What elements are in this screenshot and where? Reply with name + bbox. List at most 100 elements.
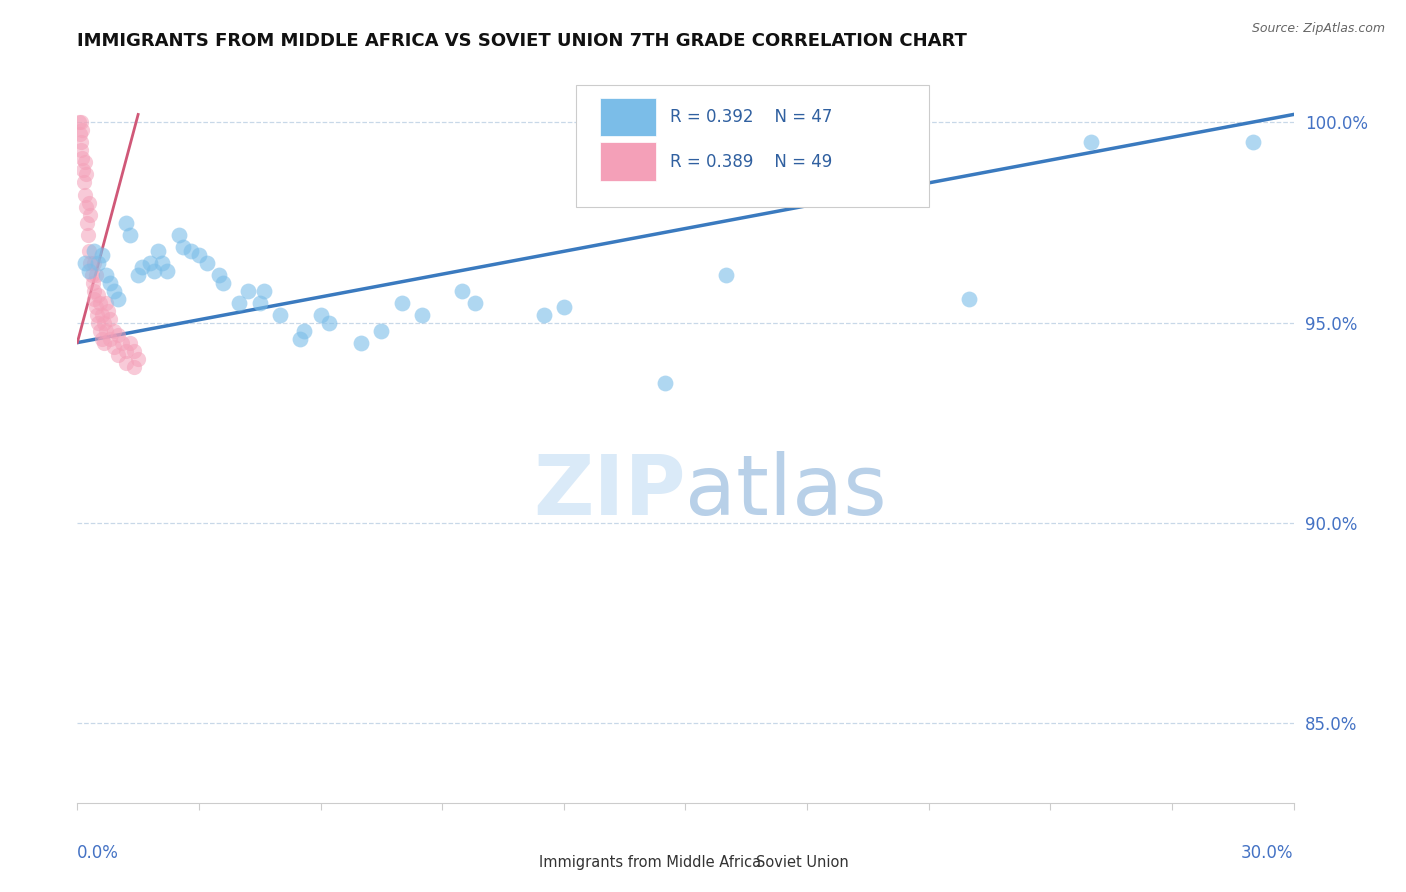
Point <box>212 276 235 290</box>
Point <box>143 263 166 277</box>
Point <box>70 115 93 129</box>
Point <box>70 123 93 137</box>
Point <box>79 263 101 277</box>
FancyBboxPatch shape <box>710 852 748 873</box>
Point <box>290 332 312 346</box>
Point <box>107 327 129 342</box>
Point <box>155 263 177 277</box>
Point <box>115 343 138 358</box>
Point <box>188 247 211 261</box>
Point <box>115 355 138 369</box>
Point <box>180 244 202 258</box>
Point <box>83 284 105 298</box>
Text: R = 0.389    N = 49: R = 0.389 N = 49 <box>669 153 832 170</box>
Point <box>350 335 373 350</box>
Text: ZIP: ZIP <box>533 451 686 533</box>
Point <box>236 284 259 298</box>
Point <box>82 276 104 290</box>
Point <box>80 268 103 282</box>
Point <box>127 351 149 366</box>
Point <box>464 295 486 310</box>
Text: IMMIGRANTS FROM MIDDLE AFRICA VS SOVIET UNION 7TH GRADE CORRELATION CHART: IMMIGRANTS FROM MIDDLE AFRICA VS SOVIET … <box>77 32 967 50</box>
Point <box>93 316 115 330</box>
Point <box>152 255 174 269</box>
Point <box>111 335 134 350</box>
Point <box>76 215 98 229</box>
Point <box>67 115 90 129</box>
Point <box>75 255 97 269</box>
Point <box>1241 136 1264 150</box>
Point <box>75 155 97 169</box>
Point <box>122 343 145 358</box>
Point <box>98 311 121 326</box>
Point <box>89 324 111 338</box>
Text: R = 0.392    N = 47: R = 0.392 N = 47 <box>669 108 832 127</box>
Point <box>451 284 474 298</box>
Point <box>118 227 141 242</box>
Point <box>72 163 94 178</box>
Point <box>97 303 120 318</box>
Point <box>86 255 108 269</box>
FancyBboxPatch shape <box>600 143 657 181</box>
Point <box>69 136 91 150</box>
Point <box>83 255 105 269</box>
FancyBboxPatch shape <box>600 98 657 136</box>
Point <box>118 335 141 350</box>
Point <box>84 268 107 282</box>
Point <box>148 244 170 258</box>
Point <box>89 295 111 310</box>
Point <box>249 295 271 310</box>
Point <box>654 376 676 390</box>
Text: Source: ZipAtlas.com: Source: ZipAtlas.com <box>1251 22 1385 36</box>
Point <box>208 268 231 282</box>
Point <box>94 268 117 282</box>
FancyBboxPatch shape <box>576 85 929 207</box>
Point <box>94 295 117 310</box>
Point <box>103 324 125 338</box>
Text: 0.0%: 0.0% <box>77 844 120 862</box>
Point <box>70 152 93 166</box>
Point <box>131 260 153 274</box>
Point <box>309 308 332 322</box>
Point <box>122 359 145 374</box>
Point <box>115 215 138 229</box>
FancyBboxPatch shape <box>495 852 533 873</box>
Point <box>103 284 125 298</box>
Point <box>553 300 575 314</box>
Point <box>714 268 737 282</box>
Point <box>172 239 194 253</box>
Point <box>269 308 291 322</box>
Point <box>77 227 100 242</box>
Point <box>98 276 121 290</box>
Point <box>98 332 121 346</box>
Point <box>86 308 108 322</box>
Point <box>391 295 413 310</box>
Point <box>90 332 112 346</box>
Point <box>292 324 315 338</box>
Point <box>75 187 97 202</box>
Point <box>84 300 107 314</box>
Point <box>73 176 96 190</box>
Point <box>318 316 340 330</box>
Point <box>79 195 101 210</box>
Point <box>107 348 129 362</box>
Point <box>103 340 125 354</box>
Point <box>75 168 97 182</box>
Point <box>79 255 101 269</box>
Point <box>83 244 105 258</box>
Point <box>93 335 115 350</box>
Point <box>86 316 108 330</box>
Point <box>90 308 112 322</box>
Point <box>83 292 105 306</box>
Point <box>195 255 218 269</box>
Text: Immigrants from Middle Africa: Immigrants from Middle Africa <box>540 855 762 870</box>
Point <box>86 287 108 301</box>
Point <box>139 255 162 269</box>
Text: Soviet Union: Soviet Union <box>756 855 849 870</box>
Point <box>90 247 112 261</box>
Text: atlas: atlas <box>686 451 887 533</box>
Point <box>533 308 555 322</box>
Point <box>957 292 980 306</box>
Point <box>228 295 250 310</box>
Point <box>411 308 433 322</box>
